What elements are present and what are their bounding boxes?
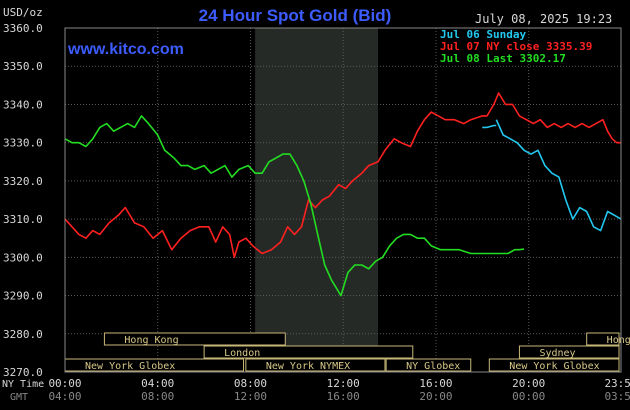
x-tick-label-ny: 04:00 [141,377,174,390]
y-tick-label: 3360.0 [3,22,43,35]
session-label: Hong Kong [124,335,178,346]
series-line [64,115,525,297]
session-label: New York Globex [85,361,175,372]
session-label: Sydney [539,348,575,359]
chart-title: 24 Hour Spot Gold (Bid) [199,6,392,25]
session-label: NY Globex [406,361,460,372]
series-line [64,92,621,259]
x-tick-label-gmt: 16:00 [327,390,360,403]
legend: Jul 06 Sunday Jul 07 NY close 3335.39 Ju… [440,28,592,65]
legend-entry: Jul 08 Last 3302.17 [440,52,566,65]
y-tick-label: 3310.0 [3,213,43,226]
x-tick-label-gmt: 20:00 [419,390,452,403]
session-bar [103,332,286,346]
x-tick-label-ny: 00:00 [48,377,81,390]
session-label: New York NYMEX [266,361,350,372]
session-label: Hong Kong [607,335,630,346]
x-tick-label-gmt: 03:59 [604,390,630,403]
source-watermark: www.kitco.com [67,41,184,58]
series-line [482,124,497,129]
session-label: London [224,348,260,359]
session-bar [518,345,620,359]
chart-timestamp: July 08, 2025 19:23 [475,12,612,26]
y-tick-label: 3280.0 [3,328,43,341]
session-bar [245,358,386,372]
market-session-shading [255,28,379,372]
y-axis-unit-label: USD/oz [3,6,43,19]
legend-entry: Jul 07 NY close 3335.39 [440,40,592,53]
x-tick-label-ny: 16:00 [419,377,452,390]
y-tick-label: 3340.0 [3,98,43,111]
y-tick-label: 3270.0 [3,366,43,379]
x-tick-label-ny: 12:00 [327,377,360,390]
x-tick-label-gmt: 00:00 [512,390,545,403]
plot-frame [64,27,622,373]
x-tick-label-ny: 08:00 [234,377,267,390]
x-tick-label-gmt: 12:00 [234,390,267,403]
y-tick-label: 3320.0 [3,175,43,188]
x-tick-label-ny: 20:00 [512,377,545,390]
y-tick-label: 3330.0 [3,137,43,150]
session-label: New York Globex [509,361,599,372]
y-tick-label: 3300.0 [3,251,43,264]
y-tick-label: 3290.0 [3,290,43,303]
session-bar [203,345,414,359]
gmt-label: GMT [10,392,28,403]
x-tick-label-gmt: 08:00 [141,390,174,403]
legend-entry: Jul 06 Sunday [440,28,526,41]
ny-time-label: NY Time [2,379,44,390]
x-tick-label-gmt: 04:00 [48,390,81,403]
x-tick-label-ny: 23:59 [604,377,630,390]
session-bar [488,358,620,372]
series-line [495,119,622,232]
session-bar [586,332,620,346]
y-tick-label: 3350.0 [3,60,43,73]
session-bar [385,358,472,372]
